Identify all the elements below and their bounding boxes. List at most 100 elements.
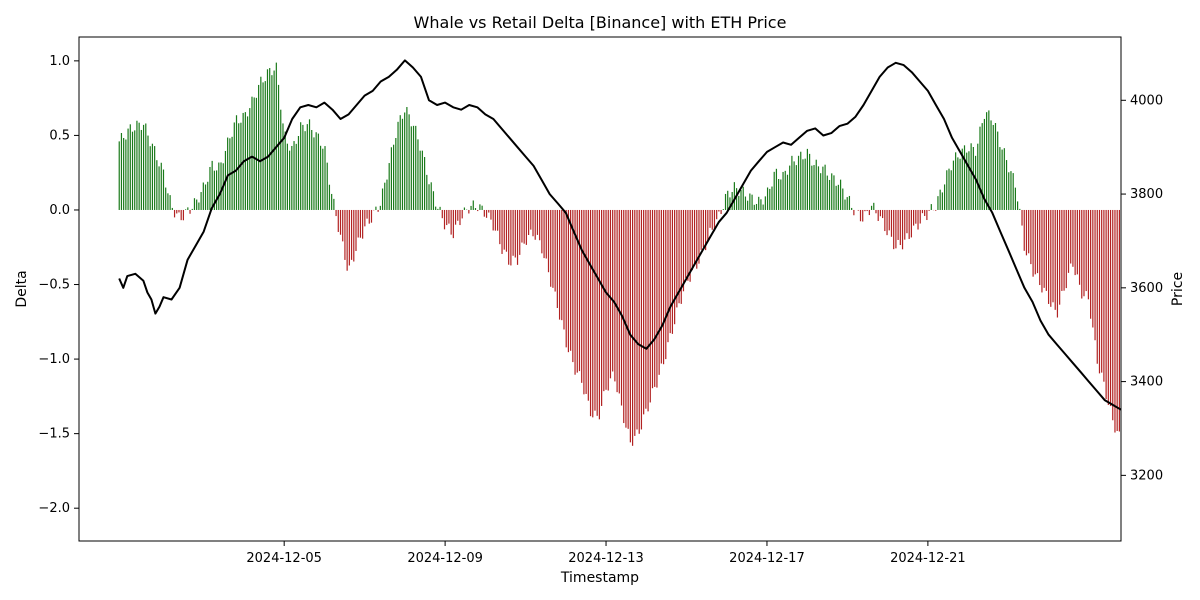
delta-bar: [457, 209, 459, 221]
delta-bar: [660, 209, 662, 364]
delta-bar: [136, 120, 138, 210]
delta-bar: [979, 126, 981, 210]
delta-bar: [727, 190, 729, 210]
y-left-ticks-group: 1.0 0.5 0.0 −0.5 −1.0 −1.5 −2.0: [38, 54, 79, 516]
delta-bar: [682, 209, 685, 292]
delta-bar: [959, 158, 961, 210]
delta-bar: [662, 209, 665, 365]
delta-bar: [1081, 209, 1083, 299]
delta-bar: [1045, 209, 1047, 291]
delta-bar: [1001, 149, 1003, 210]
delta-bar: [720, 209, 722, 215]
delta-bar: [311, 130, 313, 210]
delta-bar: [676, 209, 678, 308]
delta-bar: [160, 162, 162, 210]
delta-bar: [786, 174, 789, 210]
delta-bar: [775, 168, 778, 210]
x-tick-label: 2024-12-17: [729, 551, 805, 566]
delta-bar: [866, 209, 868, 212]
delta-bar: [915, 209, 917, 224]
delta-bar: [691, 209, 693, 271]
delta-bar: [820, 173, 822, 210]
delta-bar: [156, 160, 158, 210]
delta-bar: [1059, 209, 1061, 305]
delta-bar: [235, 115, 238, 210]
delta-bar: [381, 188, 384, 210]
delta-bar: [149, 146, 151, 210]
delta-bar: [399, 115, 401, 210]
delta-bar: [359, 209, 362, 238]
delta-bar: [262, 82, 264, 210]
delta-bar: [972, 146, 974, 210]
delta-bar: [581, 209, 583, 383]
delta-bar: [784, 170, 786, 210]
delta-bar: [306, 124, 308, 210]
delta-bar: [921, 209, 924, 214]
delta-bar: [625, 209, 627, 428]
delta-bar: [293, 141, 295, 210]
y-left-tick-label: −1.0: [38, 352, 70, 367]
delta-bar: [853, 209, 855, 216]
delta-bar: [623, 209, 625, 424]
delta-bar: [877, 209, 879, 221]
delta-bar: [908, 209, 910, 239]
delta-bar: [649, 209, 651, 403]
x-axis-title: Timestamp: [560, 570, 639, 586]
delta-bar: [530, 209, 532, 230]
delta-bar: [616, 209, 618, 393]
delta-bar: [295, 143, 297, 210]
delta-bar: [711, 209, 713, 230]
delta-bar: [594, 209, 596, 411]
delta-bar: [167, 193, 169, 210]
delta-bar: [851, 207, 853, 210]
delta-bar: [667, 209, 669, 343]
delta-bar: [656, 209, 658, 388]
delta-bar: [1041, 209, 1043, 293]
delta-bar: [1101, 209, 1103, 373]
delta-bar: [240, 122, 242, 210]
delta-bar: [897, 209, 899, 240]
delta-bar: [282, 123, 284, 210]
delta-bar: [300, 122, 302, 210]
delta-bar: [207, 181, 209, 210]
delta-bar: [735, 188, 738, 210]
delta-bar: [693, 209, 696, 265]
delta-bar: [935, 209, 937, 211]
y-left-tick-label: 1.0: [49, 54, 70, 69]
delta-bar: [204, 184, 207, 210]
delta-bar: [924, 209, 926, 216]
delta-bar: [961, 148, 963, 210]
delta-bar: [401, 118, 404, 210]
delta-bar: [503, 209, 505, 250]
delta-bar: [1005, 160, 1008, 210]
delta-bar: [753, 204, 755, 210]
delta-bar: [565, 209, 567, 348]
delta-bar: [654, 209, 656, 387]
delta-bar: [1085, 209, 1087, 292]
delta-bar: [685, 209, 687, 279]
delta-bar: [516, 209, 519, 265]
delta-bar: [640, 209, 643, 430]
delta-bar: [364, 209, 366, 227]
delta-bar: [813, 165, 815, 210]
y-left-tick-label: −0.5: [38, 278, 70, 293]
delta-bar: [651, 209, 654, 389]
delta-bar: [948, 168, 950, 210]
delta-bar: [350, 209, 353, 260]
delta-bar: [499, 209, 501, 245]
delta-bar: [928, 209, 930, 211]
delta-bar: [191, 208, 193, 210]
delta-bar: [833, 175, 835, 210]
delta-bar: [815, 159, 817, 210]
delta-bar: [1010, 171, 1012, 210]
delta-bar: [209, 166, 211, 210]
delta-bar: [696, 209, 698, 269]
delta-bar: [171, 207, 173, 210]
delta-bar: [1012, 173, 1014, 210]
delta-bar: [558, 209, 561, 320]
delta-bar: [357, 209, 359, 238]
delta-bar: [176, 209, 178, 214]
delta-bar: [870, 205, 873, 210]
delta-bar: [125, 139, 127, 210]
delta-bar: [362, 209, 364, 239]
